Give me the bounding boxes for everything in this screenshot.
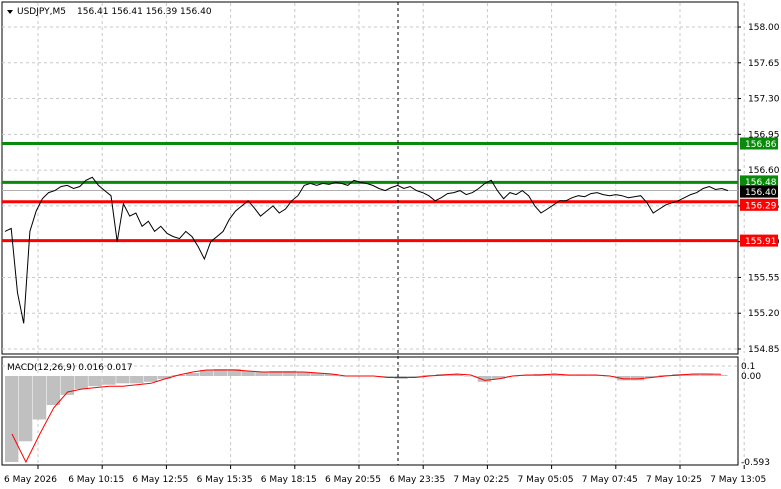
macd-histogram-bar [658,375,672,376]
level-tag-bg [740,185,778,198]
macd-histogram-bar [102,376,116,385]
price-tick-label: 158.00 [748,23,780,33]
price-tick-label: 155.55 [748,273,780,283]
price-tick-label: 157.65 [748,59,780,69]
level-tag-label: 156.29 [745,201,777,211]
price-tick-label: 156.95 [748,130,780,140]
macd-series [5,369,728,464]
time-tick-label: 6 May 18:15 [261,475,317,485]
macd-axis: 0.10.00 -0.593 [741,362,770,468]
level-tag-label: 155.91 [745,237,777,247]
macd-histogram-bar [714,375,728,376]
price-tick-label: 154.85 [748,345,780,355]
level-tag-bg [740,137,778,150]
macd-histogram-bar [157,376,172,379]
level-tag-bg [740,234,778,247]
level-tag-bg [740,175,778,188]
price-pane[interactable] [1,1,739,355]
price-tick-label: 157.30 [748,95,780,105]
macd-histogram-bar [213,369,227,376]
macd-histogram-bar [32,376,47,420]
ohlc-values: 156.41 156.41 156.39 156.40 [77,7,212,17]
macd-histogram-bar [310,373,325,376]
macd-histogram-bar [380,376,394,378]
macd-tick-label: 0.1 [741,362,755,372]
macd-histogram-bar [463,376,478,377]
macd-histogram-bar [130,376,144,384]
macd-histogram-bar [616,376,631,381]
macd-histogram-bar [561,375,575,376]
macd-histogram-bar [5,376,19,462]
macd-histogram-bar [422,375,436,376]
macd-histogram-bar [283,371,297,376]
time-tick-label: 6 May 2026 [4,475,57,485]
macd-histogram-bar [199,370,214,376]
time-tick-label: 7 May 05:05 [518,475,574,485]
time-tick-label: 7 May 07:45 [582,475,638,485]
price-tick-label: 155.20 [748,309,780,319]
symbol-timeframe: USDJPY,M5 [17,7,66,17]
macd-histogram-bar [630,376,645,381]
macd-histogram-bar [255,372,269,376]
time-tick-label: 6 May 12:55 [132,475,188,485]
macd-tick-label: -0.593 [741,458,770,468]
level-tag-bg [740,198,778,211]
macd-histogram-bar [700,374,714,376]
macd-histogram-bar [116,376,130,384]
macd-histogram-bar [644,376,658,378]
macd-label: MACD(12,26,9) 0.016 0.017 [7,363,133,373]
macd-histogram-bar [408,376,422,378]
time-tick-label: 6 May 10:15 [68,475,124,485]
macd-histogram-bar [491,376,505,379]
macd-histogram-bar [185,373,200,376]
price-series [4,176,729,324]
macd-histogram-bar [74,376,88,390]
macd-histogram-bar [227,369,241,376]
time-tick-label: 7 May 10:25 [646,475,702,485]
macd-histogram-bar [144,376,158,382]
level-tag-label: 156.86 [745,140,777,150]
time-axis: 6 May 2026 6 May 10:15 6 May 12:55 6 May 15… [4,465,766,485]
macd-pane[interactable] [1,356,739,466]
price-line [4,176,729,324]
dropdown-arrow-icon[interactable] [7,10,13,14]
macd-tick-label: 0.00 [741,372,761,382]
macd-histogram-bar [324,374,339,376]
macd-histogram-bar [449,374,464,376]
price-tick-label: 156.60 [748,166,780,176]
macd-histogram-bar [241,371,255,376]
time-tick-label: 6 May 20:55 [325,475,381,485]
macd-histogram-bar [297,372,311,376]
macd-histogram-bar [269,371,283,376]
macd-signal-line [11,369,722,464]
macd-histogram-bar [88,376,102,387]
macd-histogram-bar [18,376,33,442]
time-tick-label: 7 May 13:05 [710,475,766,485]
macd-histogram-bar [686,374,700,376]
macd-histogram-bar [477,376,492,382]
level-tag-label: 156.48 [745,178,777,188]
macd-histogram-bar [46,376,61,405]
level-tag-label: 156.40 [745,188,777,198]
macd-histogram-bar [60,376,74,395]
time-tick-label: 7 May 02:25 [453,475,509,485]
macd-histogram-bar [547,374,561,376]
time-tick-label: 6 May 15:35 [197,475,253,485]
level-lines [2,142,738,243]
time-tick-label: 6 May 23:35 [389,475,445,485]
